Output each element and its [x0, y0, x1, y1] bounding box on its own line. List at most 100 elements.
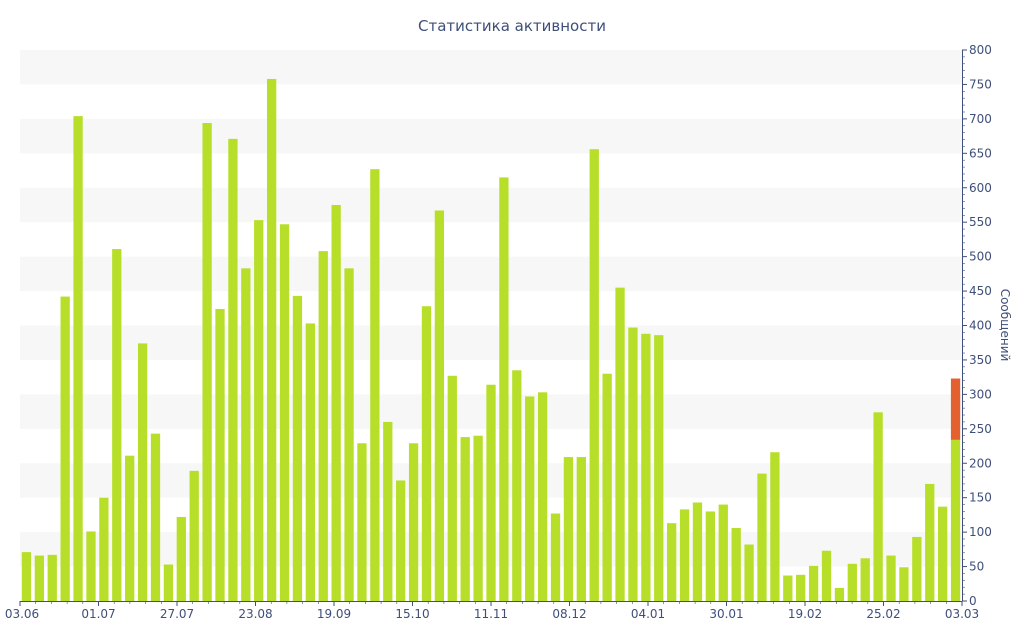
- grid-band: [20, 187, 962, 223]
- bar: [602, 373, 612, 601]
- y-axis-title: Сообщений: [998, 289, 1012, 362]
- bar: [912, 536, 922, 601]
- y-tick-label: 800: [969, 43, 992, 57]
- bar: [357, 443, 367, 601]
- bar: [886, 555, 896, 601]
- y-tick-label: 350: [969, 353, 992, 367]
- y-tick-label: 750: [969, 77, 992, 91]
- bar: [654, 335, 664, 601]
- bar: [447, 375, 457, 601]
- bar: [834, 587, 845, 601]
- bar: [266, 78, 277, 602]
- bar: [796, 574, 806, 601]
- bar: [47, 554, 57, 601]
- bar: [344, 268, 354, 601]
- bar: [318, 251, 328, 602]
- bar: [305, 323, 315, 601]
- y-tick-label: 0: [969, 594, 977, 608]
- bar: [408, 443, 419, 601]
- bar: [254, 220, 264, 601]
- bar: [525, 396, 535, 601]
- bar: [137, 343, 148, 601]
- bar: [628, 327, 638, 601]
- x-tick-label: 08.12: [552, 607, 586, 621]
- grid-band: [20, 50, 962, 85]
- bar: [847, 563, 857, 601]
- x-tick-label: 19.02: [788, 607, 822, 621]
- y-tick-label: 500: [969, 250, 992, 264]
- bar: [473, 435, 483, 601]
- x-tick-label: 04.01: [631, 607, 665, 621]
- bar: [34, 555, 45, 601]
- x-tick-label: 25.02: [866, 607, 900, 621]
- bar: [60, 296, 70, 601]
- bar: [679, 509, 690, 601]
- bar: [950, 439, 961, 601]
- x-tick-label: 27.07: [160, 607, 194, 621]
- bar: [731, 527, 741, 601]
- bar: [899, 567, 909, 601]
- y-tick-label: 450: [969, 284, 992, 298]
- x-tick-label: 01.07: [81, 607, 115, 621]
- y-tick-label: 100: [969, 525, 992, 539]
- y-tick-label: 250: [969, 422, 992, 436]
- bar: [383, 421, 393, 601]
- bar: [537, 392, 548, 601]
- bar: [718, 504, 728, 601]
- y-ticks: 0 50 100 150 200 250 300 350 400 450 500 550 600 650 7…: [962, 43, 992, 608]
- y-tick-label: 200: [969, 456, 992, 470]
- bar: [112, 249, 122, 601]
- grid-band: [20, 256, 962, 292]
- bar: [21, 552, 32, 601]
- y-tick-label: 300: [969, 387, 992, 401]
- bar: [783, 575, 793, 601]
- y-tick-label: 550: [969, 215, 992, 229]
- bar: [705, 511, 716, 601]
- bars: [21, 78, 961, 602]
- x-tick-label: 03.06: [5, 607, 39, 621]
- bar: [86, 531, 96, 601]
- bar: [821, 550, 832, 601]
- bar: [550, 513, 561, 601]
- bar: [421, 306, 432, 601]
- bar: [331, 204, 341, 601]
- y-tick-label: 50: [969, 560, 984, 574]
- x-tick-label: 11.11: [474, 607, 508, 621]
- bar: [770, 452, 780, 601]
- bar: [215, 308, 225, 601]
- bar: [589, 149, 599, 601]
- bar: [925, 483, 935, 601]
- x-ticks: 03.06 01.07 27.07 23.08 19.09 15.10 11.11 08.12…: [5, 601, 979, 621]
- chart-title: Статистика активности: [418, 17, 606, 35]
- y-tick-label: 400: [969, 319, 992, 333]
- bar: [615, 287, 625, 601]
- bar: [163, 564, 174, 601]
- bar: [396, 480, 406, 601]
- bar: [576, 457, 586, 601]
- x-tick-label: 03.03: [945, 607, 979, 621]
- bar: [292, 295, 303, 601]
- bar: [434, 210, 445, 601]
- bar-highlight: [950, 378, 961, 440]
- x-tick-label: 19.09: [317, 607, 351, 621]
- bar: [370, 169, 380, 601]
- bar: [744, 544, 754, 601]
- bar: [499, 177, 509, 601]
- bar: [512, 370, 522, 601]
- bar: [460, 437, 470, 601]
- y-tick-label: 700: [969, 112, 992, 126]
- grid-band: [20, 118, 962, 154]
- bar: [73, 116, 83, 602]
- bar: [150, 433, 161, 601]
- bar: [228, 138, 238, 601]
- bar: [860, 558, 870, 601]
- bar: [757, 473, 767, 601]
- y-tick-label: 600: [969, 181, 992, 195]
- bar: [873, 412, 883, 601]
- x-tick-label: 15.10: [395, 607, 429, 621]
- grid-bands: [20, 50, 962, 567]
- bar: [189, 470, 199, 601]
- bar: [202, 123, 212, 601]
